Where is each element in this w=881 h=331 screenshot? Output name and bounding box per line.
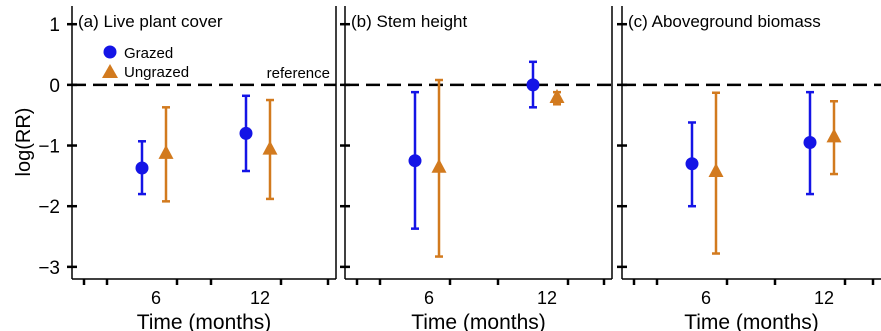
x-tick-label: 6 xyxy=(424,288,434,308)
data-point-ungrazed xyxy=(431,158,447,173)
panel-a: 1 0 −1 −2 −3 6 12 Time (months) (a) Live plant c… xyxy=(38,6,337,331)
data-point-ungrazed xyxy=(708,163,724,178)
data-point-ungrazed xyxy=(549,89,565,103)
data-point-grazed xyxy=(526,78,540,92)
x-axis-label: Time (months) xyxy=(411,311,546,331)
y-axis-label: log(RR) xyxy=(13,108,35,177)
data-point-grazed xyxy=(239,126,253,140)
panel-title: (b) Stem height xyxy=(351,12,467,31)
legend-ungrazed-marker xyxy=(102,64,118,78)
legend-grazed-marker xyxy=(103,45,117,59)
data-point-grazed xyxy=(685,157,699,171)
data-point-ungrazed xyxy=(262,140,278,155)
legend-ungrazed-label: Ungrazed xyxy=(124,64,189,81)
y-tick-label: 0 xyxy=(49,76,60,97)
data-point-grazed xyxy=(803,136,817,149)
x-tick-label: 12 xyxy=(537,288,557,308)
x-tick-label: 12 xyxy=(250,288,270,308)
data-point-ungrazed xyxy=(826,128,842,143)
data-point-grazed xyxy=(408,154,422,168)
y-tick-label: −3 xyxy=(38,258,60,279)
y-tick-label: −1 xyxy=(38,137,60,158)
data-point-ungrazed xyxy=(158,144,174,159)
x-axis-label: Time (months) xyxy=(684,311,819,331)
legend: Grazed Ungrazed xyxy=(102,45,189,81)
x-tick-label: 6 xyxy=(151,288,161,308)
panel-title: (c) Aboveground biomass xyxy=(628,12,821,31)
reference-label: reference xyxy=(267,65,330,82)
data-point-grazed xyxy=(135,161,149,175)
panel-c: 6 12 Time (months) (c) Aboveground biomass xyxy=(617,6,881,331)
y-tick-label: 1 xyxy=(49,15,60,36)
x-tick-label: 12 xyxy=(814,288,834,308)
y-tick-label: −2 xyxy=(38,197,60,218)
panels: 1 0 −1 −2 −3 6 12 Time (months) (a) Live plant c… xyxy=(38,6,881,331)
x-axis-label: Time (months) xyxy=(137,311,272,331)
legend-grazed-label: Grazed xyxy=(124,45,173,62)
panel-title: (a) Live plant cover xyxy=(78,12,223,31)
panel-b: 6 12 Time (months) (b) Stem height xyxy=(340,6,613,331)
x-tick-label: 6 xyxy=(701,288,711,308)
